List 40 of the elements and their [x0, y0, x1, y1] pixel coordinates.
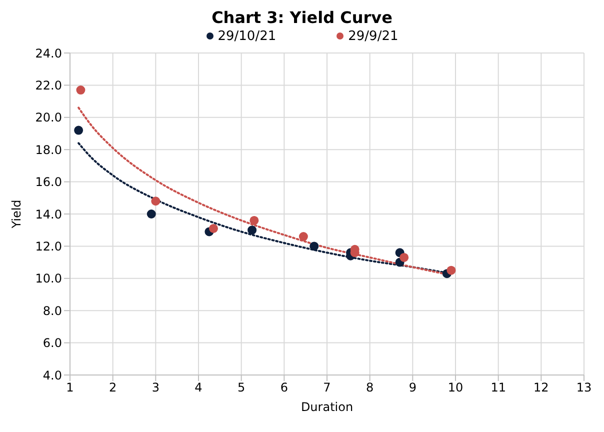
legend-label: 29/10/21: [218, 28, 276, 44]
x-tick-label: 10: [448, 380, 464, 395]
y-tick-label: 4.0: [42, 368, 62, 382]
point: [298, 232, 308, 242]
y-tick-label: 6.0: [42, 336, 62, 350]
x-tick-label: 2: [109, 380, 117, 395]
point: [248, 226, 257, 235]
y-tick-label: 18.0: [35, 142, 62, 157]
chart-title: Chart 3: Yield Curve: [210, 8, 394, 27]
point: [310, 242, 319, 251]
x-axis-title: Duration: [300, 400, 354, 414]
x-tick-label: 4: [194, 380, 202, 395]
y-tick-label: 14.0: [35, 207, 62, 222]
point: [151, 196, 160, 206]
point: [446, 266, 456, 275]
y-tick-label: 10.0: [35, 272, 62, 286]
x-tick-label: 9: [408, 380, 416, 395]
point: [208, 224, 218, 233]
x-tick-label: 13: [576, 380, 592, 395]
x-tick-label: 12: [534, 380, 549, 395]
point: [146, 210, 156, 218]
y-tick-label: 12.0: [35, 239, 62, 254]
x-tick-label: 5: [238, 380, 246, 395]
x-tick-label: 11: [490, 380, 506, 395]
point: [74, 126, 84, 135]
x-tick-label: 8: [366, 380, 374, 395]
point: [250, 216, 259, 225]
y-tick-label: 16.0: [35, 175, 62, 190]
y-tick-label: 24.0: [35, 46, 62, 60]
y-tick-label: 20.0: [35, 110, 62, 125]
x-tick-label: 3: [152, 380, 160, 395]
y-tick-label: 8.0: [42, 304, 62, 318]
point: [76, 86, 86, 95]
legend-label: 29/9/21: [348, 28, 398, 44]
x-tick-label: 6: [280, 380, 288, 395]
y-tick-label: 22.0: [35, 78, 62, 92]
y-axis-title: Yield: [9, 200, 24, 230]
point: [400, 252, 409, 262]
x-tick-label: 7: [323, 380, 331, 395]
x-tick-label: 1: [66, 380, 74, 395]
